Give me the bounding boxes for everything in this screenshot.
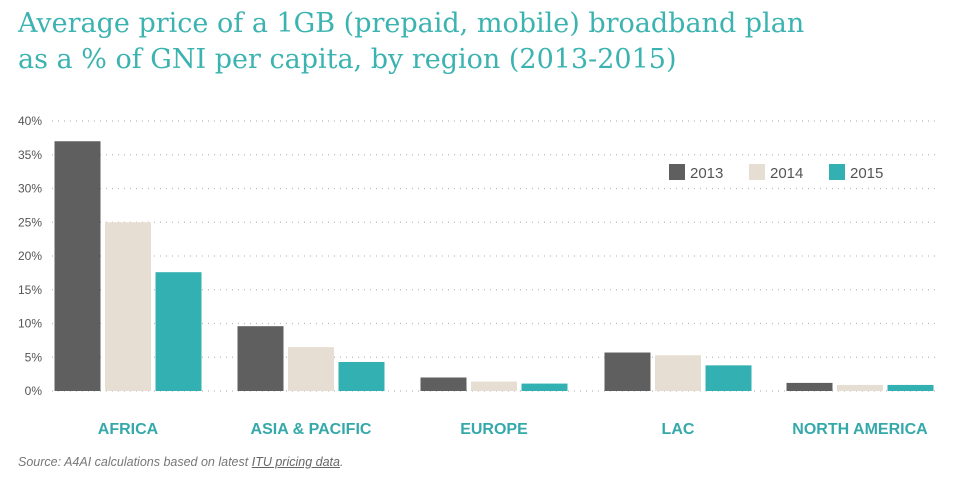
legend-label-2015: 2015 [850, 165, 883, 182]
category-label: EUROPE [460, 421, 528, 438]
y-tick-label: 10% [18, 317, 42, 331]
chart-title: Average price of a 1GB (prepaid, mobile)… [18, 6, 938, 78]
bar-2015 [155, 272, 202, 391]
source-link[interactable]: ITU pricing data [251, 455, 340, 469]
category-label: ASIA & PACIFIC [251, 421, 372, 438]
legend-swatch-2014 [749, 164, 765, 180]
legend-label-2013: 2013 [690, 165, 723, 182]
legend-swatch-2013 [669, 164, 685, 180]
source-prefix: Source: A4AI calculations based on lates… [18, 455, 252, 469]
bar-2014 [655, 355, 701, 391]
bar-2014 [837, 384, 883, 391]
bar-2015 [887, 384, 934, 391]
y-tick-label: 15% [18, 283, 42, 297]
chart-title-line-1: Average price of a 1GB (prepaid, mobile)… [18, 8, 805, 39]
y-tick-label: 40% [18, 114, 42, 128]
bar-2014 [105, 222, 151, 391]
category-label: LAC [662, 421, 695, 438]
category-label: NORTH AMERICA [792, 421, 928, 438]
bar-2015 [705, 365, 752, 391]
source-note: Source: A4AI calculations based on lates… [18, 455, 343, 469]
bar-2013 [54, 141, 101, 391]
bar-2013 [786, 382, 833, 391]
category-label: AFRICA [98, 421, 159, 438]
bar-chart: 0% 5% 10% 15% 20% 25% 30% 35% 40% AFRICA ASIA & PA… [18, 114, 940, 438]
bar-2014 [471, 381, 517, 391]
bar-2015 [521, 383, 568, 391]
y-tick-label: 0% [25, 384, 43, 398]
bar-2013 [604, 352, 651, 391]
bar-2015 [338, 361, 385, 391]
y-tick-label: 35% [18, 148, 42, 162]
bar-2013 [420, 377, 467, 391]
chart-title-line-2: as a % of GNI per capita, by region (201… [18, 44, 677, 75]
bar-2013 [237, 326, 284, 391]
legend-label-2014: 2014 [770, 165, 803, 182]
y-tick-label: 5% [25, 350, 43, 364]
y-tick-label: 30% [18, 182, 42, 196]
source-suffix: . [339, 455, 344, 469]
bar-2014 [288, 347, 334, 391]
y-tick-label: 25% [18, 215, 42, 229]
y-tick-label: 20% [18, 249, 42, 263]
legend-swatch-2015 [829, 164, 845, 180]
